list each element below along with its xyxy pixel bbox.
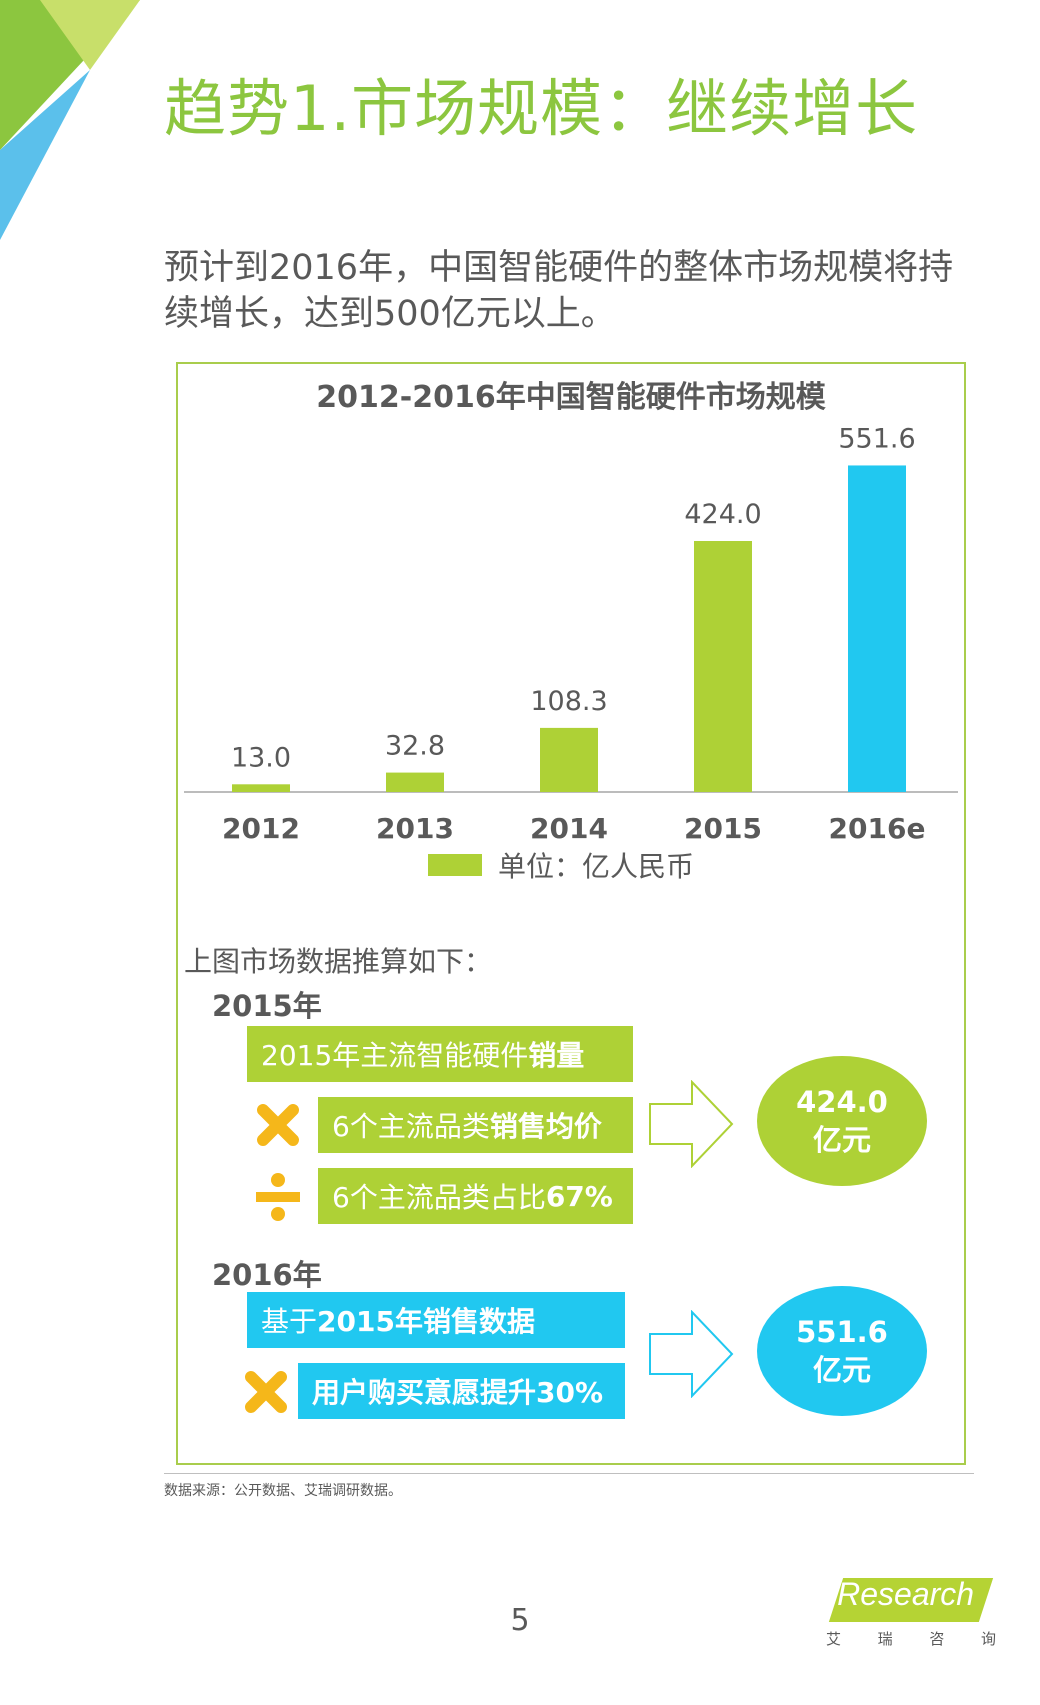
box-text: 6个主流品类 (332, 1110, 490, 1143)
logo-char: 瑞 (877, 1630, 893, 1648)
box-text-bold: 用户购买意愿提升30% (312, 1376, 604, 1409)
bar-chart: 13.0 2012 32.8 2013 108.3 2014 424.0 2015 551.6 2… (184, 423, 958, 845)
iresearch-logo: iResearch 艾 瑞 咨 询 (826, 1572, 996, 1652)
logo-char: 咨 (929, 1630, 945, 1648)
box-2015-share: 6个主流品类占比 67% (318, 1168, 633, 1224)
legend-swatch (428, 854, 482, 876)
box-text: 基于 (261, 1305, 318, 1338)
tick-label-2014: 2014 (530, 812, 608, 845)
divide-icon (256, 1173, 300, 1221)
box-2016-purchase-intent: 用户购买意愿提升30% (298, 1363, 625, 1419)
box-text-bold: 销售均价 (489, 1110, 602, 1143)
logo-text: iResearch (830, 1576, 975, 1612)
result-unit: 亿元 (812, 1123, 871, 1157)
chart-title: 2012-2016年中国智能硬件市场规模 (316, 380, 826, 415)
bar-2014 (540, 727, 598, 792)
value-label-2014: 108.3 (530, 686, 607, 717)
box-text-bold: 67% (545, 1179, 613, 1213)
chart-legend: 单位：亿人民币 (428, 845, 694, 885)
logo-chars: 艾 瑞 咨 询 (826, 1628, 996, 1649)
page-number: 5 (510, 1603, 530, 1638)
value-label-2016e: 551.6 (838, 423, 915, 454)
source-divider (164, 1473, 974, 1474)
tick-label-2012: 2012 (222, 812, 300, 845)
corner-decoration (0, 0, 140, 240)
box-text: 2015年主流智能硬件 (261, 1039, 529, 1072)
calculation-intro: 上图市场数据推算如下： (184, 945, 493, 978)
year-label-2015: 2015年 (212, 989, 322, 1023)
result-value: 551.6 (796, 1315, 888, 1349)
logo-char: 艾 (826, 1630, 842, 1648)
page-title: 趋势1.市场规模：继续增长 (164, 72, 919, 145)
tick-label-2015: 2015 (684, 812, 762, 845)
year-label-2016: 2016年 (212, 1258, 322, 1292)
box-2015-avg-price: 6个主流品类 销售均价 (318, 1097, 633, 1153)
value-label-2015: 424.0 (684, 499, 761, 530)
value-label-2012: 13.0 (231, 742, 291, 773)
multiply-icon (245, 1371, 287, 1413)
content-frame (176, 362, 966, 1465)
result-2015: 424.0 亿元 (757, 1056, 927, 1186)
bar-2016e (848, 465, 906, 792)
result-2016: 551.6 亿元 (757, 1286, 927, 1416)
box-text-bold: 销量 (528, 1039, 585, 1072)
box-2016-base-data: 基于 2015年销售数据 (247, 1292, 625, 1348)
value-label-2013: 32.8 (385, 731, 445, 762)
logo-char: 询 (980, 1630, 996, 1648)
bar-2013 (386, 772, 444, 792)
intro-text: 预计到2016年，中国智能硬件的整体市场规模将持续增长，达到500亿元以上。 (164, 248, 954, 334)
bar-2012 (232, 784, 290, 792)
box-text: 6个主流品类占比 (332, 1181, 546, 1214)
tick-label-2016e: 2016e (829, 812, 926, 845)
box-text-bold: 2015年销售数据 (317, 1305, 535, 1338)
multiply-icon (257, 1104, 299, 1146)
legend-label: 单位：亿人民币 (498, 850, 695, 883)
data-source: 数据来源：公开数据、艾瑞调研数据。 (164, 1483, 402, 1499)
arrow-right-icon (649, 1310, 734, 1398)
result-value: 424.0 (796, 1085, 888, 1119)
box-2015-sales-volume: 2015年主流智能硬件 销量 (247, 1026, 633, 1082)
arrow-right-icon (649, 1080, 734, 1168)
tick-label-2013: 2013 (376, 812, 454, 845)
bar-2015 (694, 540, 752, 792)
result-unit: 亿元 (812, 1353, 871, 1387)
